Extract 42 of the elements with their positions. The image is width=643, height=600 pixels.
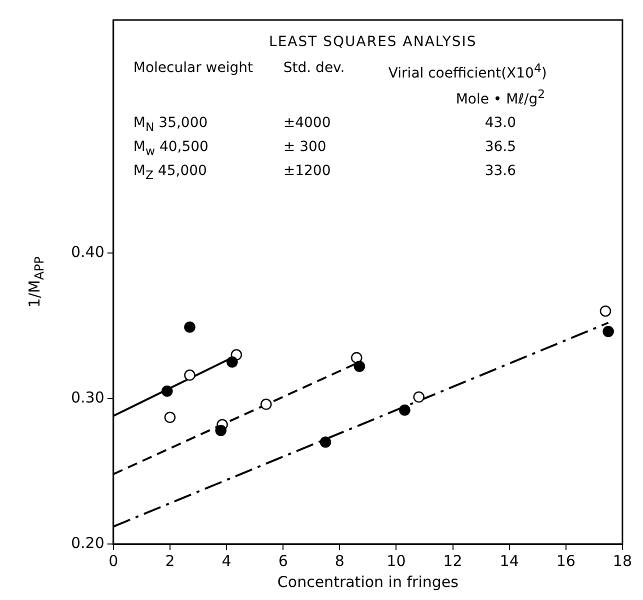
x-tick-label: 2 (165, 552, 175, 570)
annotation: Virial coefficient(X10$^{4}$) (388, 60, 548, 84)
annotation: Std. dev. (283, 59, 346, 78)
annotation: M$_{Z}$ 45,000 (133, 162, 208, 184)
point (600, 305, 612, 317)
annotation: 33.6 (484, 162, 517, 181)
point (399, 404, 410, 416)
x-tick-label: 12 (443, 552, 462, 570)
point (184, 370, 196, 381)
annotation: 43.0 (484, 114, 517, 134)
point (226, 356, 238, 368)
x-tick-label: 6 (278, 552, 288, 570)
point (354, 360, 366, 372)
x-tick-label: 10 (386, 552, 406, 570)
point (260, 398, 272, 410)
annotation: Mole • Mℓ/g$^{2}$ (454, 86, 546, 110)
x-tick-label: 18 (612, 552, 632, 570)
y-tick-label: 0.40 (70, 242, 104, 261)
x-tick-label: 8 (334, 552, 344, 570)
y-tick-label: 0.20 (70, 534, 104, 552)
x-tick-label: 0 (108, 552, 118, 570)
x-axis-title: Concentration in fringes (277, 572, 459, 591)
point (161, 386, 173, 397)
x-tick-label: 16 (556, 552, 576, 570)
annotation: LEAST SQUARES ANALYSIS (268, 33, 478, 52)
annotation: ± 300 (283, 138, 328, 158)
annotation: ±1200 (283, 162, 332, 181)
annotation: 36.5 (484, 138, 517, 158)
x-tick-label: 14 (500, 552, 519, 570)
point (320, 436, 332, 448)
y-tick-label: 0.30 (70, 388, 104, 406)
x-tick-label: 4 (222, 552, 232, 570)
annotation: Molecular weight (133, 59, 254, 78)
point (350, 352, 362, 364)
point (215, 424, 227, 436)
annotation: M$_{N}$ 35,000 (133, 114, 209, 136)
point (602, 326, 614, 338)
annotation: ±4000 (283, 114, 332, 134)
annotation: M$_{w}$ 40,500 (133, 138, 210, 160)
point (164, 412, 176, 424)
point (413, 391, 424, 403)
point (184, 321, 196, 333)
